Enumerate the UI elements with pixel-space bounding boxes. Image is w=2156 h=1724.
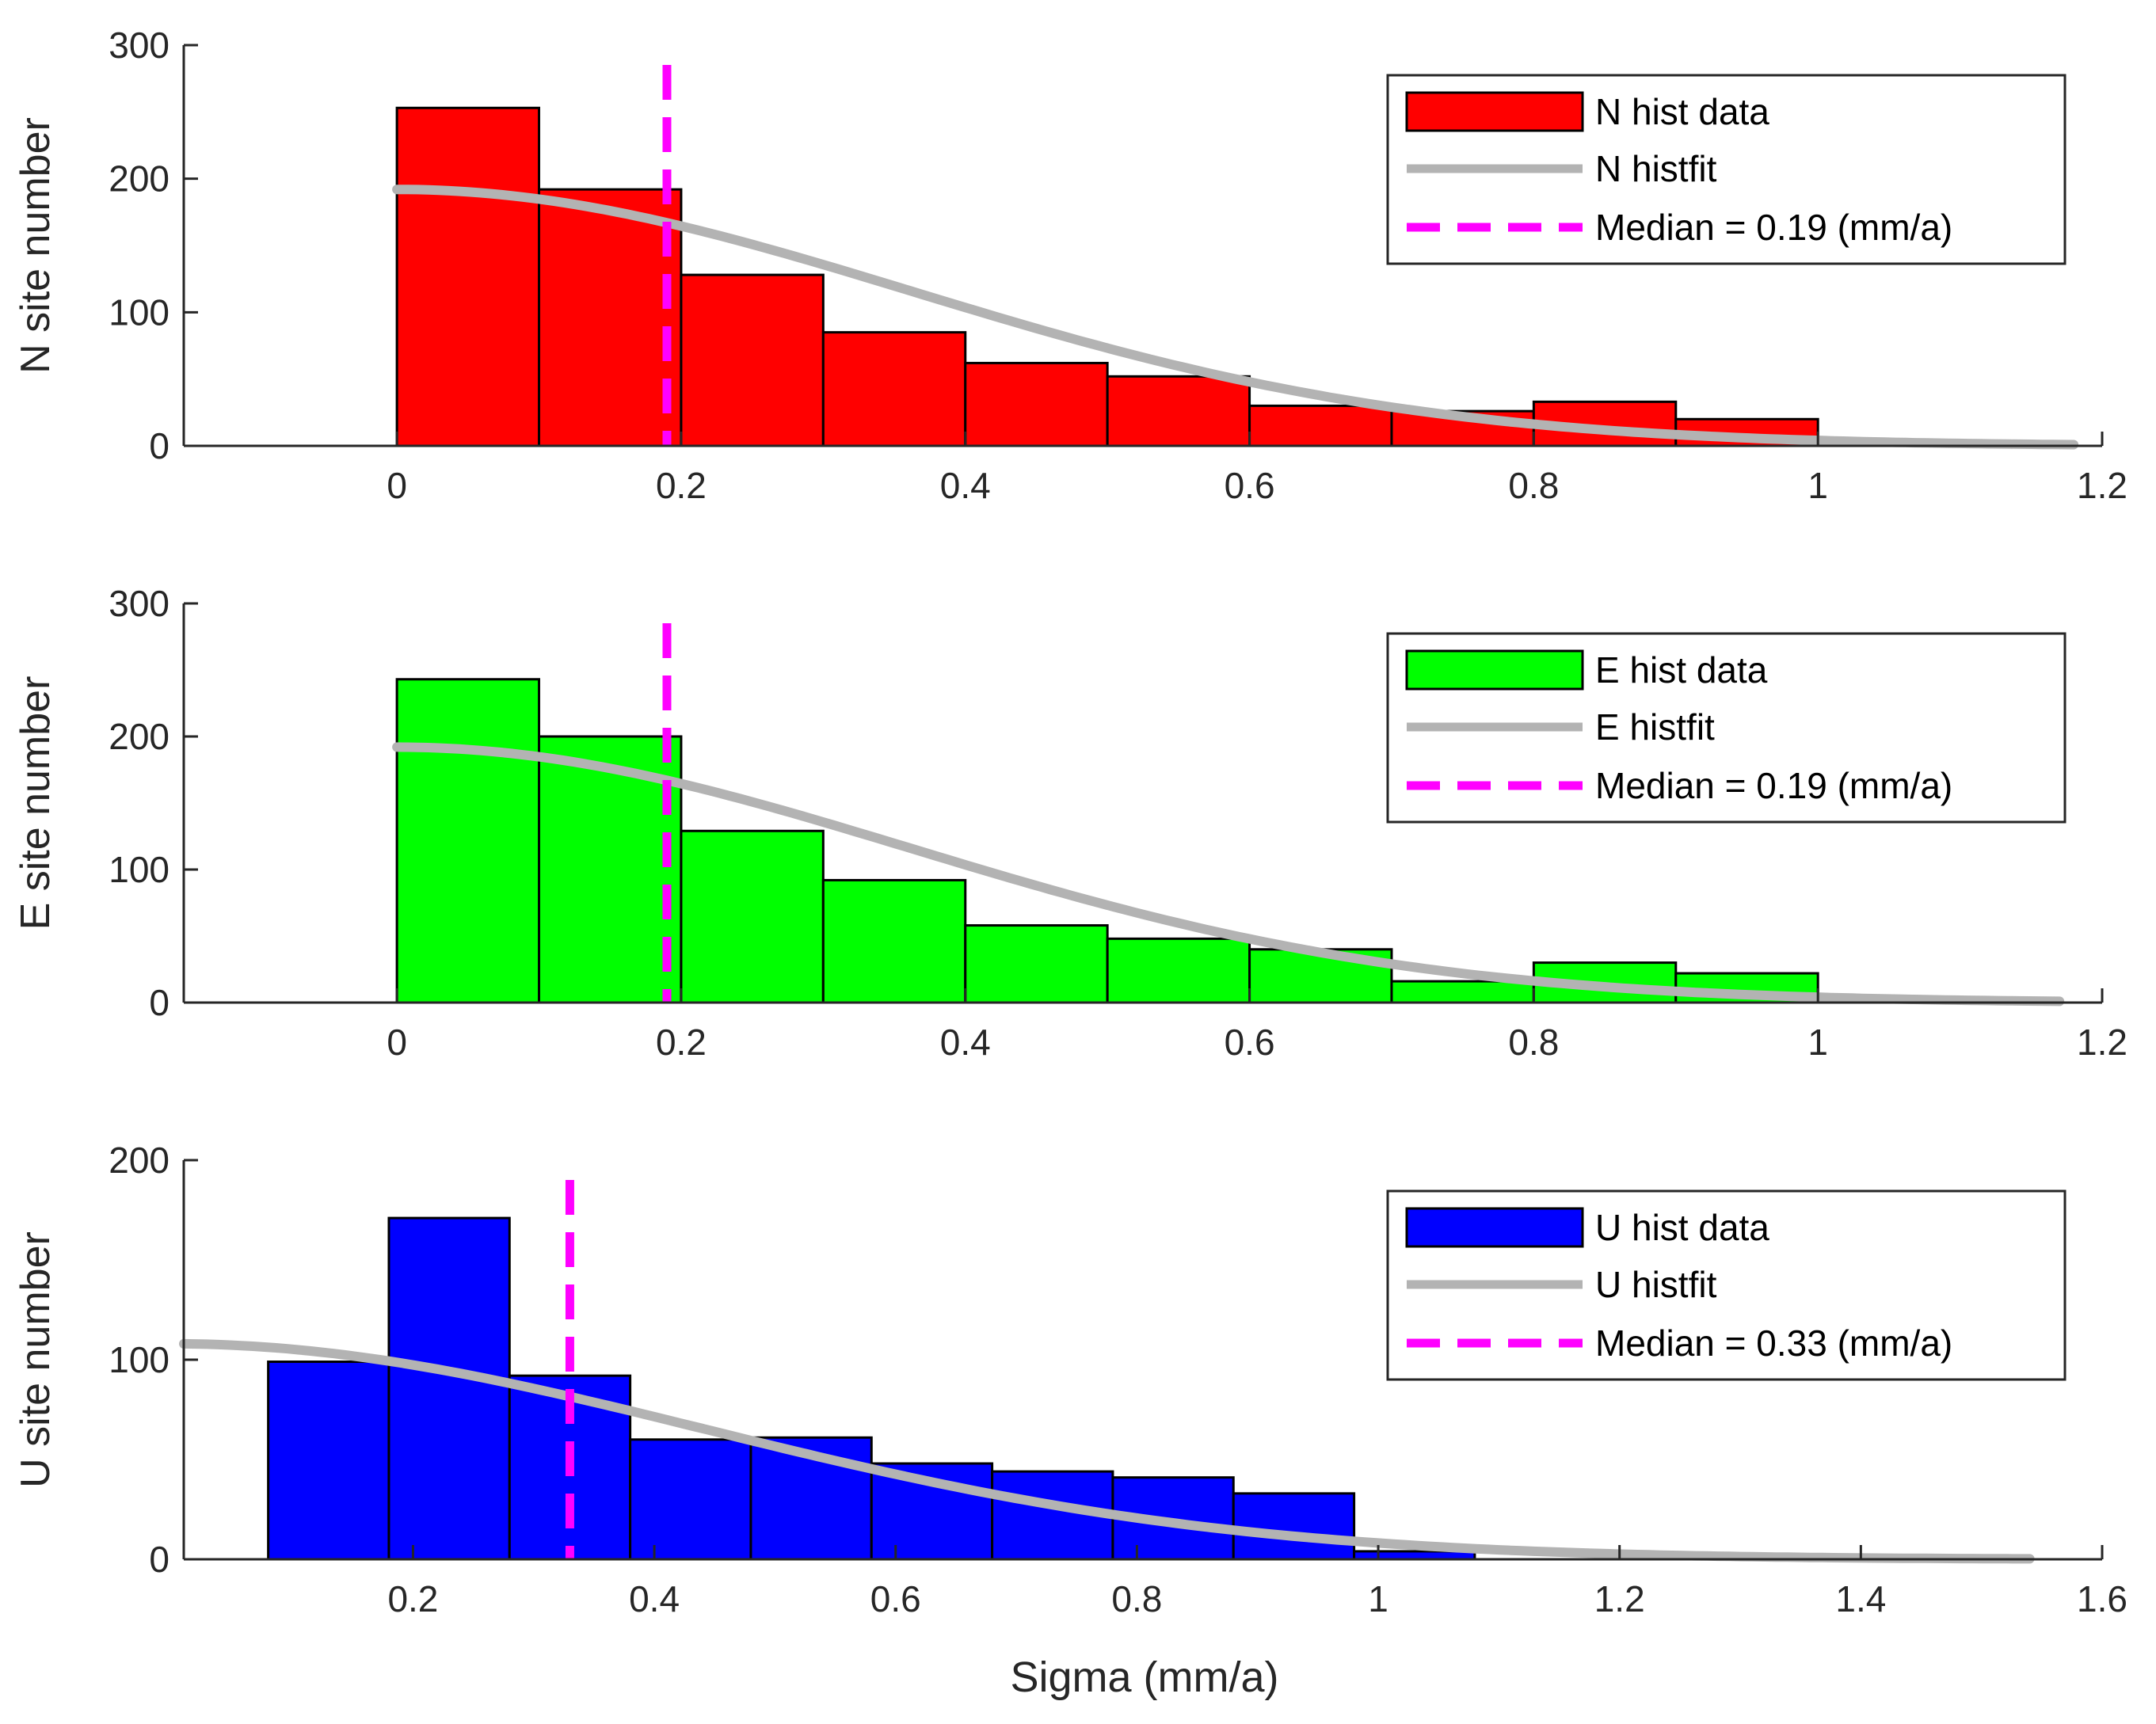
legend-label-hist: E hist data — [1595, 649, 1768, 691]
x-tick-label: 0.6 — [1225, 1022, 1275, 1063]
legend-u: U hist data U histfit Median = 0.33 (mm/… — [1386, 1189, 2066, 1381]
histogram-bar — [821, 331, 967, 447]
x-tick-label: 1.6 — [2077, 1578, 2127, 1619]
x-tick-label: 1 — [1807, 1022, 1828, 1063]
histogram-bar — [1106, 937, 1251, 1004]
x-tick-label: 0.8 — [1111, 1578, 1162, 1619]
x-tick-label: 0.4 — [940, 1022, 991, 1063]
y-tick-label: 300 — [109, 25, 170, 66]
x-tick-label: 0.8 — [1508, 465, 1559, 506]
x-tick-label: 0.6 — [1225, 465, 1275, 506]
y-tick-label: 100 — [109, 1339, 170, 1380]
x-tick-label: 1 — [1807, 465, 1828, 506]
legend-label-fit: N histfit — [1595, 148, 1717, 189]
xlabel: Sigma (mm/a) — [1010, 1654, 1278, 1701]
histogram-bar — [538, 188, 683, 447]
histogram-bar — [395, 106, 541, 447]
legend-patch — [1405, 1207, 1584, 1248]
x-tick-label: 0.2 — [387, 1578, 438, 1619]
y-tick-label: 100 — [109, 291, 170, 333]
y-tick-label: 0 — [149, 982, 170, 1023]
x-tick-label: 0.4 — [629, 1578, 680, 1619]
x-tick-label: 0.2 — [656, 465, 707, 506]
y-tick-label: 0 — [149, 425, 170, 466]
legend-label-median: Median = 0.33 (mm/a) — [1595, 1322, 1952, 1364]
ylabel-e: E site number — [13, 676, 59, 931]
legend-label-hist: N hist data — [1595, 91, 1769, 132]
x-tick-label: 0 — [387, 1022, 407, 1063]
y-tick-label: 200 — [109, 1140, 170, 1181]
histogram-bar — [680, 273, 825, 447]
histogram-bar — [964, 924, 1109, 1004]
legend-label-hist: U hist data — [1595, 1207, 1769, 1248]
legend-label-median: Median = 0.19 (mm/a) — [1595, 207, 1952, 248]
legend-n: N hist data N histfit Median = 0.19 (mm/… — [1386, 74, 2066, 265]
histogram-bar — [395, 678, 541, 1004]
histogram-panel-n: 0 0.2 0.4 0.6 0.8 1 1.2 0 100 200 300 N site numbe… — [13, 25, 2127, 506]
x-tick-label: 1.2 — [2077, 1022, 2127, 1063]
y-tick-label: 0 — [149, 1539, 170, 1580]
histogram-bar — [387, 1216, 511, 1561]
histogram-bar — [267, 1361, 390, 1561]
histogram-bar — [629, 1438, 752, 1561]
histogram-bar — [964, 361, 1109, 447]
ylabel-n: N site number — [13, 117, 59, 374]
legend-label-fit: E histfit — [1595, 706, 1715, 748]
legend-label-fit: U histfit — [1595, 1264, 1717, 1305]
x-tick-label: 1.2 — [2077, 465, 2127, 506]
histogram-bar — [1232, 1492, 1356, 1561]
histogram-bar — [821, 878, 967, 1004]
legend-patch — [1405, 91, 1584, 132]
x-tick-label: 0.2 — [656, 1022, 707, 1063]
legend-e: E hist data E histfit Median = 0.19 (mm/… — [1386, 632, 2066, 824]
histogram-bar — [680, 829, 825, 1004]
histfit-curve — [392, 185, 2079, 450]
histfit-curve — [392, 742, 2065, 1007]
x-tick-label: 0 — [387, 465, 407, 506]
x-tick-label: 0.8 — [1508, 1022, 1559, 1063]
x-tick-label: 1 — [1368, 1578, 1388, 1619]
y-tick-label: 300 — [109, 583, 170, 624]
x-tick-label: 1.4 — [1835, 1578, 1886, 1619]
histogram-bar — [1390, 980, 1535, 1004]
ylabel-u: U site number — [13, 1231, 59, 1488]
histogram-panel-e: 0 0.2 0.4 0.6 0.8 1 1.2 0 100 200 300 E site numbe… — [13, 583, 2127, 1063]
legend-label-median: Median = 0.19 (mm/a) — [1595, 765, 1952, 806]
x-tick-label: 0.6 — [870, 1578, 921, 1619]
y-tick-label: 200 — [109, 716, 170, 757]
histogram-panel-u: 0.2 0.4 0.6 0.8 1 1.2 1.4 1.6 0 100 200 U site num… — [13, 1140, 2127, 1619]
histfit-curve — [179, 1338, 2035, 1564]
x-tick-label: 1.2 — [1594, 1578, 1645, 1619]
histogram-bar — [1248, 404, 1393, 447]
y-tick-label: 200 — [109, 158, 170, 200]
histogram-bar — [1106, 375, 1251, 447]
y-tick-label: 100 — [109, 849, 170, 890]
legend-patch — [1405, 649, 1584, 691]
x-tick-label: 0.4 — [940, 465, 991, 506]
